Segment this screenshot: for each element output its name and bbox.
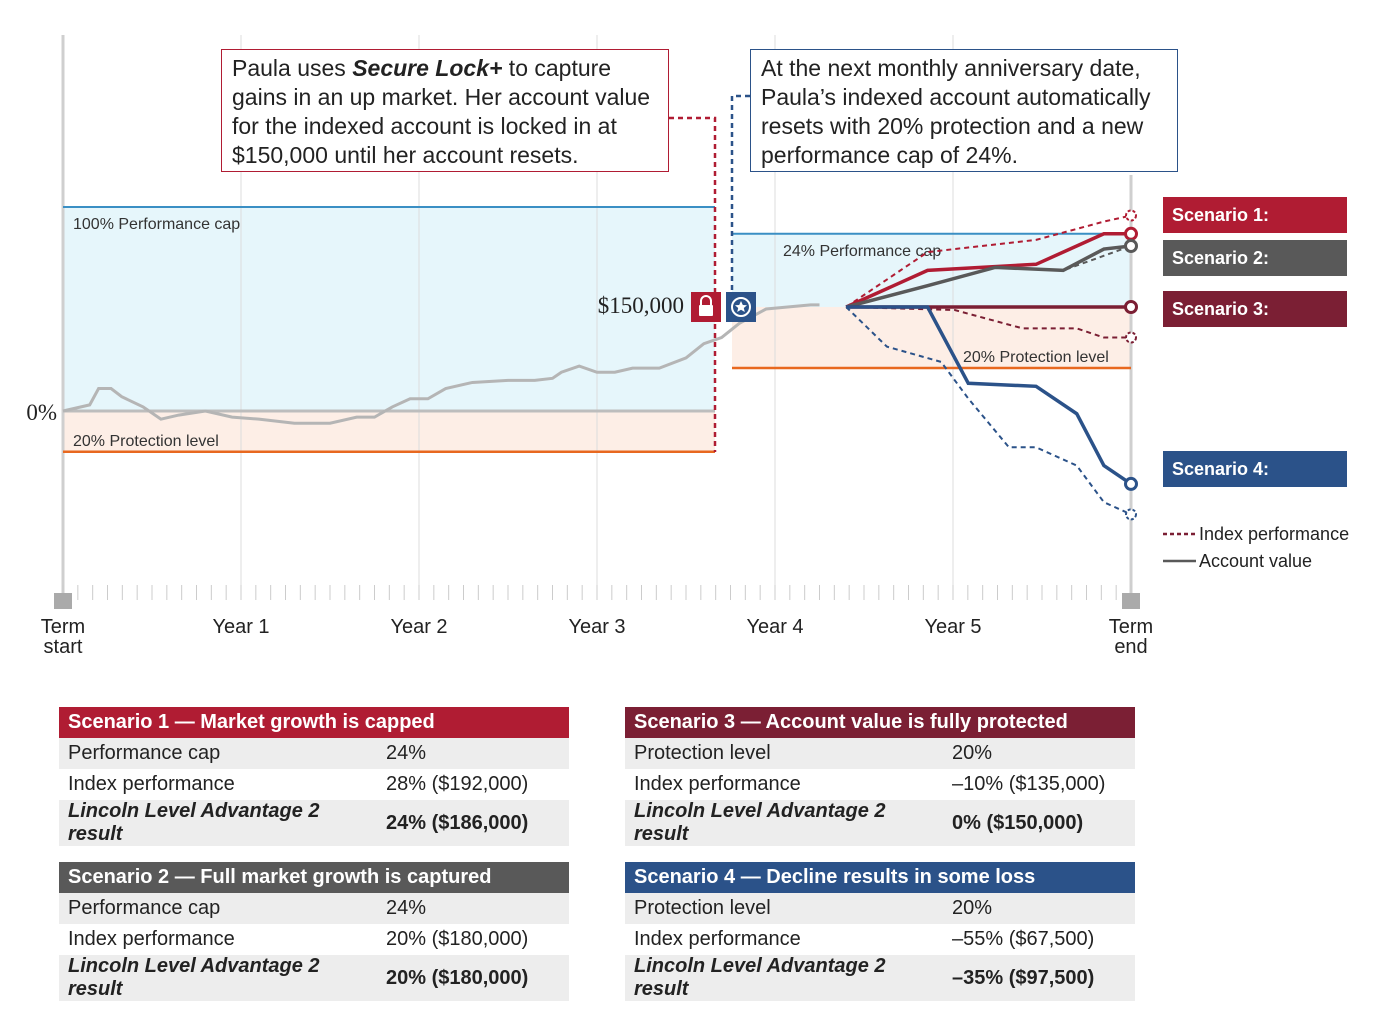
x-tick-label-line: Term xyxy=(1109,616,1153,638)
x-tick-label: Term end xyxy=(1109,616,1153,658)
protection-label: 20% Protection level xyxy=(73,433,219,450)
reset-star-icon xyxy=(731,297,751,317)
x-tick-label-line: Year 4 xyxy=(746,616,803,638)
protection-label: 20% Protection level xyxy=(963,349,1109,366)
index-line-scenario-3 xyxy=(846,306,1131,339)
table-cell: Lincoln Level Advantage 2 result xyxy=(59,955,377,1001)
lock-connector xyxy=(669,116,717,452)
table-cell: –10% ($135,000) xyxy=(952,773,1106,795)
y-zero-label: 0% xyxy=(26,400,57,425)
scenario-1-label: Scenario 1: $186,000 xyxy=(1163,197,1347,261)
index-performance-line xyxy=(62,303,820,425)
index-line-scenario-1 xyxy=(845,214,1132,308)
table-title: Scenario 1 — Market growth is capped xyxy=(59,707,569,738)
table-cell: Performance cap xyxy=(59,738,377,769)
table-cell: Lincoln Level Advantage 2 result xyxy=(625,955,943,1001)
table-cell: Protection level xyxy=(625,738,943,769)
x-tick-label: Year 2 xyxy=(390,616,447,638)
index-end-marker xyxy=(1125,508,1137,521)
lock-value-label: $150,000 xyxy=(598,293,684,318)
table-cell: 24% xyxy=(377,893,569,924)
index-line-scenario-4 xyxy=(845,306,1132,516)
reset-connector xyxy=(730,94,750,307)
table-cell: 24% xyxy=(377,738,569,769)
term-start-marker xyxy=(54,593,72,609)
x-tick-label: Year 5 xyxy=(924,616,981,638)
callout-text: At the next monthly anniversary date, Pa… xyxy=(761,55,1151,168)
account-end-marker xyxy=(1124,239,1138,253)
x-tick-label-line: Term xyxy=(41,616,85,638)
x-tick-label: Term start xyxy=(41,616,85,658)
table-cell: 20% ($180,000) xyxy=(386,928,529,950)
table-cell: Performance cap xyxy=(59,893,377,924)
index-end-marker xyxy=(1125,331,1137,344)
table-cell: Protection level xyxy=(625,893,943,924)
account-line-scenario-4 xyxy=(846,305,1132,486)
table-cell: Lincoln Level Advantage 2 result xyxy=(625,800,943,846)
cap-label: 100% Performance cap xyxy=(73,216,240,233)
scenario-4-label: Scenario 4: $97,500 xyxy=(1163,451,1347,515)
account-end-marker xyxy=(1124,476,1138,491)
scenario-2-table: Scenario 2 — Full market growth is captu… xyxy=(59,862,569,1001)
table-title: Scenario 4 — Decline results in some los… xyxy=(625,862,1135,893)
callout-text: Paula uses xyxy=(232,55,353,81)
legend-account-label: Account value xyxy=(1199,551,1312,571)
table-cell: Index performance xyxy=(68,773,235,795)
table-cell: Index performance xyxy=(634,928,801,950)
account-line-scenario-2 xyxy=(845,244,1132,309)
star-icon xyxy=(735,301,747,312)
x-tick-label-line: Year 2 xyxy=(390,616,447,638)
lock-icon xyxy=(699,305,713,316)
x-tick-label-line: start xyxy=(44,636,83,658)
callout-text: to capture gains in an up market. Her ac… xyxy=(232,55,651,168)
x-tick-label-line: Year 5 xyxy=(924,616,981,638)
table-title: Scenario 3 — Account value is fully prot… xyxy=(625,707,1135,738)
index-end-marker xyxy=(1125,209,1137,222)
legend-index-label: Index performance xyxy=(1199,524,1349,544)
table-cell: 28% ($192,000) xyxy=(386,773,529,795)
scenario-3-label: Scenario 3: $150,000 xyxy=(1163,291,1347,355)
reset-callout: At the next monthly anniversary date, Pa… xyxy=(750,49,1178,172)
account-end-marker xyxy=(1124,300,1138,314)
table-cell: 24% ($186,000) xyxy=(377,800,569,846)
x-tick-label: Year 4 xyxy=(746,616,803,638)
table-cell: –35% ($97,500) xyxy=(943,955,1135,1001)
x-tick-label-line: Year 1 xyxy=(212,616,269,638)
x-tick-label-line: end xyxy=(1114,636,1147,658)
secure-lock-name: Secure Lock+ xyxy=(352,55,503,81)
table-cell: Index performance xyxy=(68,928,235,950)
cap-label: 24% Performance cap xyxy=(783,243,941,260)
table-cell: 20% ($180,000) xyxy=(377,955,569,1001)
table-cell: 20% xyxy=(943,893,1135,924)
term-end-marker xyxy=(1122,593,1140,609)
account-end-marker xyxy=(1124,226,1138,241)
scenario-2-label: Scenario 2: $180,000 xyxy=(1163,240,1347,304)
table-cell: Index performance xyxy=(634,773,801,795)
table-cell: Lincoln Level Advantage 2 result xyxy=(59,800,377,846)
lock-shackle-icon xyxy=(700,295,712,305)
table-title: Scenario 2 — Full market growth is captu… xyxy=(59,862,569,893)
x-tick-label-line: Year 3 xyxy=(568,616,625,638)
table-cell: 0% ($150,000) xyxy=(943,800,1135,846)
account-line-scenario-1 xyxy=(845,232,1131,309)
table-cell: 20% xyxy=(943,738,1135,769)
table-cell: –55% ($67,500) xyxy=(952,928,1095,950)
scenario-1-table: Scenario 1 — Market growth is capped Per… xyxy=(59,707,569,846)
scenario-4-table: Scenario 4 — Decline results in some los… xyxy=(625,862,1135,1001)
x-tick-label: Year 1 xyxy=(212,616,269,638)
x-tick-label: Year 3 xyxy=(568,616,625,638)
secure-lock-callout: Paula uses Secure Lock+ to capture gains… xyxy=(221,49,669,172)
cap-zone xyxy=(63,207,715,411)
scenario-3-table: Scenario 3 — Account value is fully prot… xyxy=(625,707,1135,846)
